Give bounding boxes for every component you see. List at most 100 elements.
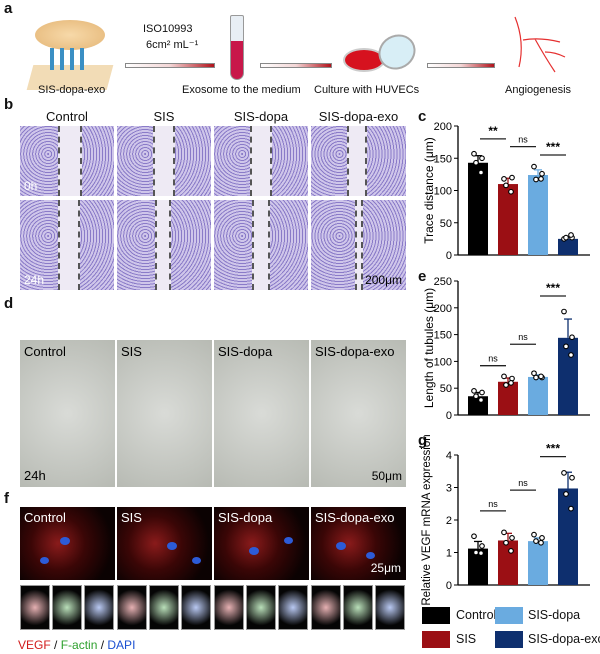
stain-image-control: Control	[20, 507, 115, 580]
significance-label: ns	[488, 499, 498, 509]
data-point	[561, 470, 567, 476]
panel-label-d: d	[4, 295, 14, 312]
data-point	[508, 379, 514, 386]
data-point	[539, 170, 545, 177]
wound-image-sis-dopa-exo-0h	[311, 126, 406, 196]
arrow-3	[427, 63, 495, 68]
data-point	[509, 535, 515, 541]
significance-label: **	[488, 124, 498, 138]
wound-image-sis-24h	[117, 200, 211, 290]
tube-label-control: Control	[24, 344, 66, 359]
data-point	[568, 505, 574, 512]
vegf-thumbnail	[311, 585, 341, 630]
tube-label-sis-dopa: SIS-dopa	[218, 344, 273, 359]
tube-label-sis: SIS	[121, 344, 142, 359]
factin-thumbnail	[149, 585, 179, 630]
wound-image-control-24h: 24h	[20, 200, 114, 290]
data-point	[503, 539, 509, 546]
data-point	[533, 538, 539, 544]
panel-label-b: b	[4, 96, 14, 113]
y-tick-label: 100	[434, 356, 452, 368]
data-point	[478, 397, 484, 403]
col-header-sis-dopa-exo: SIS-dopa-exo	[318, 109, 399, 124]
y-tick-label: 50	[440, 218, 452, 230]
dapi-thumbnail	[84, 585, 114, 630]
data-point	[568, 352, 574, 358]
panel-label-a: a	[4, 0, 13, 17]
legend-swatch-sis-dopa-exo	[495, 631, 523, 648]
caption-sep: /	[50, 638, 61, 652]
bar-sis-dopa-exo	[558, 337, 578, 415]
y-tick-label: 150	[434, 330, 452, 342]
data-point	[471, 388, 477, 394]
y-tick-label: 150	[434, 153, 452, 165]
vegf-thumbnail	[20, 585, 50, 630]
y-tick-label: 200	[434, 121, 452, 133]
y-tick-label: 3	[446, 483, 452, 495]
arrow-1	[125, 63, 215, 68]
col-header-sis-dopa: SIS-dopa	[233, 109, 289, 124]
bar-sis-dopa	[528, 541, 548, 585]
stain-image-sis-dopa-exo: SIS-dopa-exo 25μm	[311, 507, 406, 580]
y-tick-label: 0	[446, 250, 452, 262]
step-exosome: Exosome to the medium	[182, 84, 301, 96]
y-tick-label: 200	[434, 303, 452, 315]
data-point	[561, 308, 567, 315]
data-point	[473, 549, 479, 556]
col-header-sis: SIS	[153, 109, 175, 124]
step-angiogenesis: Angiogenesis	[505, 84, 572, 96]
data-point	[479, 389, 485, 396]
y-tick-label: 2	[446, 515, 452, 527]
caption-sep: /	[97, 638, 108, 652]
stain-image-sis-dopa: SIS-dopa	[214, 507, 309, 580]
data-point	[538, 176, 544, 182]
stain-caption: VEGF / F-actin / DAPI	[18, 638, 135, 652]
factin-thumbnail	[246, 585, 276, 630]
data-point	[473, 159, 479, 166]
wound-image-sis-0h	[117, 126, 211, 196]
y-tick-label: 100	[434, 186, 452, 198]
tube-illustration	[230, 15, 244, 80]
caption-factin: F-actin	[60, 638, 98, 652]
bar-sis-dopa-exo	[558, 238, 578, 255]
step-sis-dopa-exo: SIS-dopa-exo	[38, 84, 106, 96]
condition-iso: ISO10993	[143, 23, 193, 35]
data-point	[508, 188, 514, 195]
stain-label-control: Control	[24, 510, 66, 525]
col-header-control: Control	[46, 109, 88, 124]
data-point	[539, 535, 545, 541]
y-tick-label: 50	[440, 383, 452, 395]
time-label-24h: 24h	[24, 273, 45, 287]
data-point	[478, 169, 484, 176]
data-point	[503, 182, 509, 189]
y-tick-label: 1	[446, 548, 452, 560]
vegf-thumbnail	[214, 585, 244, 630]
data-point	[473, 393, 479, 400]
tube-image-sis-dopa: SIS-dopa	[214, 340, 309, 487]
dapi-thumbnail	[375, 585, 405, 630]
tube-image-control: Control 24h	[20, 340, 115, 487]
stain-label-sis: SIS	[121, 510, 142, 525]
legend-label-sis-dopa: SIS-dopa	[528, 608, 581, 622]
scale-label-200um: 200μm	[365, 273, 402, 287]
y-tick-label: 4	[446, 450, 452, 462]
arrow-2	[260, 63, 332, 68]
data-point	[569, 474, 575, 481]
bar-sis	[498, 381, 518, 415]
step-culture: Culture with HUVECs	[314, 84, 420, 96]
dapi-thumbnail	[278, 585, 308, 630]
panel-label-f: f	[4, 490, 9, 507]
data-point	[501, 529, 507, 536]
data-point	[503, 382, 509, 388]
data-point	[563, 234, 569, 241]
wound-image-sis-dopa-exo-24h: 200μm	[311, 200, 406, 290]
legend-swatch-control	[422, 607, 450, 624]
data-point	[501, 176, 507, 182]
data-point	[569, 334, 575, 341]
bar-control	[468, 548, 488, 585]
y-axis-label: Length of tubules (μm)	[422, 288, 436, 408]
stain-image-sis: SIS	[117, 507, 212, 580]
